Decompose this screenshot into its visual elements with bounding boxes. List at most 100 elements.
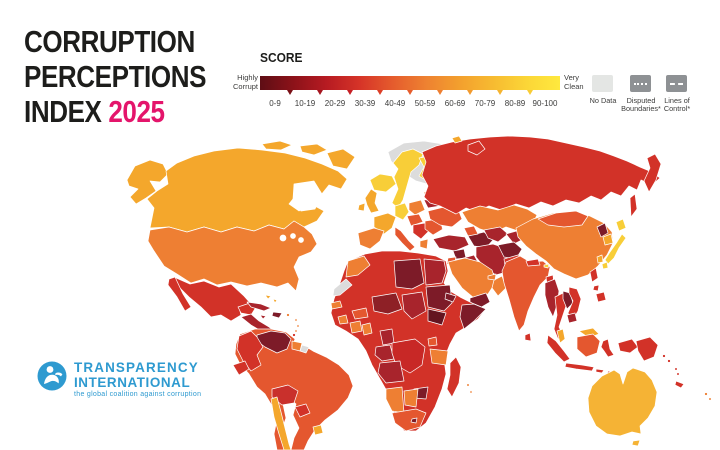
region-kalimantan	[576, 333, 601, 358]
score-range-labels: 0-9 10-19 20-29 30-39 40-49 50-59 60-69 70-79 80…	[260, 99, 560, 108]
region-baffin-island	[326, 148, 356, 170]
region-ecuador	[232, 360, 250, 376]
score-range-label: 50-59	[414, 99, 436, 108]
region-antilles	[294, 318, 298, 322]
region-nepal	[525, 258, 541, 267]
region-bahamas	[272, 298, 278, 304]
region-morocco	[345, 255, 371, 278]
region-japan-hokkaido	[615, 218, 627, 232]
score-range-label: 70-79	[474, 99, 496, 108]
region-philippines	[589, 267, 599, 283]
region-japan-honshu	[604, 233, 627, 265]
region-myanmar	[544, 278, 560, 318]
region-cuba	[246, 301, 272, 312]
region-australia	[587, 367, 658, 437]
region-svalbard	[451, 135, 463, 144]
black-sea	[441, 225, 465, 237]
region-papua-new-guinea	[635, 336, 659, 362]
score-gradient-bar	[260, 76, 560, 90]
score-tick	[347, 90, 353, 95]
region-alaska	[126, 159, 169, 205]
region-uganda	[427, 336, 438, 347]
lines-of-control-swatch	[666, 75, 687, 92]
great-lakes	[298, 237, 304, 243]
region-ghana	[361, 322, 373, 336]
region-sudan	[425, 284, 453, 312]
region-mauritius	[466, 383, 470, 387]
region-south-africa	[391, 408, 427, 432]
great-lakes	[290, 233, 296, 239]
hudson-bay	[292, 180, 323, 212]
region-botswana	[403, 388, 419, 408]
region-uzbekistan	[483, 226, 509, 243]
region-colombia	[236, 330, 264, 372]
region-sri-lanka	[524, 332, 532, 342]
region-ireland	[357, 202, 366, 212]
region-kamchatka	[643, 153, 662, 193]
score-range-label: 30-39	[354, 99, 376, 108]
region-paraguay	[294, 403, 311, 418]
region-sumatra	[546, 334, 571, 363]
region-uruguay	[312, 424, 324, 436]
region-french-guiana	[299, 344, 310, 354]
region-niger	[371, 292, 403, 315]
logo-name-line-2: INTERNATIONAL	[74, 374, 191, 390]
region-sulawesi	[600, 338, 615, 358]
region-arctic-island	[299, 143, 328, 156]
region-oman	[491, 275, 507, 297]
transparency-international-logo: TRANSPARENCY INTERNATIONAL the global co…	[36, 360, 204, 398]
title-year: 2025	[108, 94, 165, 129]
score-tick	[437, 90, 443, 95]
dotted-line-icon	[634, 82, 647, 85]
region-antilles	[296, 324, 300, 328]
region-somalia	[459, 303, 487, 330]
score-range-label: 0-9	[269, 99, 281, 108]
page-title: CORRUPTION PERCEPTIONS INDEX 2025	[24, 24, 206, 129]
region-iberia	[357, 227, 385, 250]
region-south-sudan	[427, 308, 447, 326]
region-lesser-sunda	[595, 368, 605, 374]
region-hispaniola	[271, 311, 283, 319]
score-tick	[407, 90, 413, 95]
score-range-label: 10-19	[294, 99, 316, 108]
region-vanuatu	[676, 372, 680, 376]
score-range-label: 20-29	[324, 99, 346, 108]
score-range-label: 90-100	[532, 99, 558, 108]
logo-tagline: the global coalition against corruption	[74, 391, 202, 398]
region-cambodia	[566, 312, 578, 324]
region-poland	[408, 199, 426, 216]
region-fiji	[704, 392, 708, 396]
region-sierra-leone-liberia	[337, 314, 349, 325]
region-baja-california	[167, 276, 192, 312]
score-gradient-ticks	[260, 90, 560, 95]
region-egypt	[423, 258, 447, 286]
score-range-label: 40-49	[384, 99, 406, 108]
region-chile	[270, 396, 292, 450]
region-south-korea	[602, 233, 614, 246]
region-india	[501, 255, 551, 332]
region-philippines	[592, 284, 600, 292]
score-tick	[527, 90, 533, 95]
disputed-boundaries-swatch	[630, 75, 651, 92]
score-tick	[287, 90, 293, 95]
dashed-line-icon	[670, 82, 683, 85]
disputed-boundaries-label: Disputed Boundaries*	[621, 96, 661, 114]
region-madagascar	[446, 356, 462, 398]
region-new-caledonia	[674, 380, 685, 389]
region-philippines	[595, 291, 607, 303]
region-scandinavia	[391, 148, 424, 209]
region-angola	[377, 360, 405, 384]
score-tick	[467, 90, 473, 95]
region-italy	[394, 226, 416, 252]
region-western-sahara	[332, 278, 353, 297]
region-jamaica	[259, 314, 267, 320]
region-novaya-zemlya	[467, 140, 486, 156]
score-tick	[497, 90, 503, 95]
region-caucasus	[463, 225, 479, 237]
region-puerto-rico	[286, 313, 290, 317]
region-turkey	[432, 234, 470, 252]
region-japan-kyushu	[601, 261, 609, 270]
region-arctic-island	[261, 140, 293, 151]
region-burkina-faso	[351, 307, 369, 320]
